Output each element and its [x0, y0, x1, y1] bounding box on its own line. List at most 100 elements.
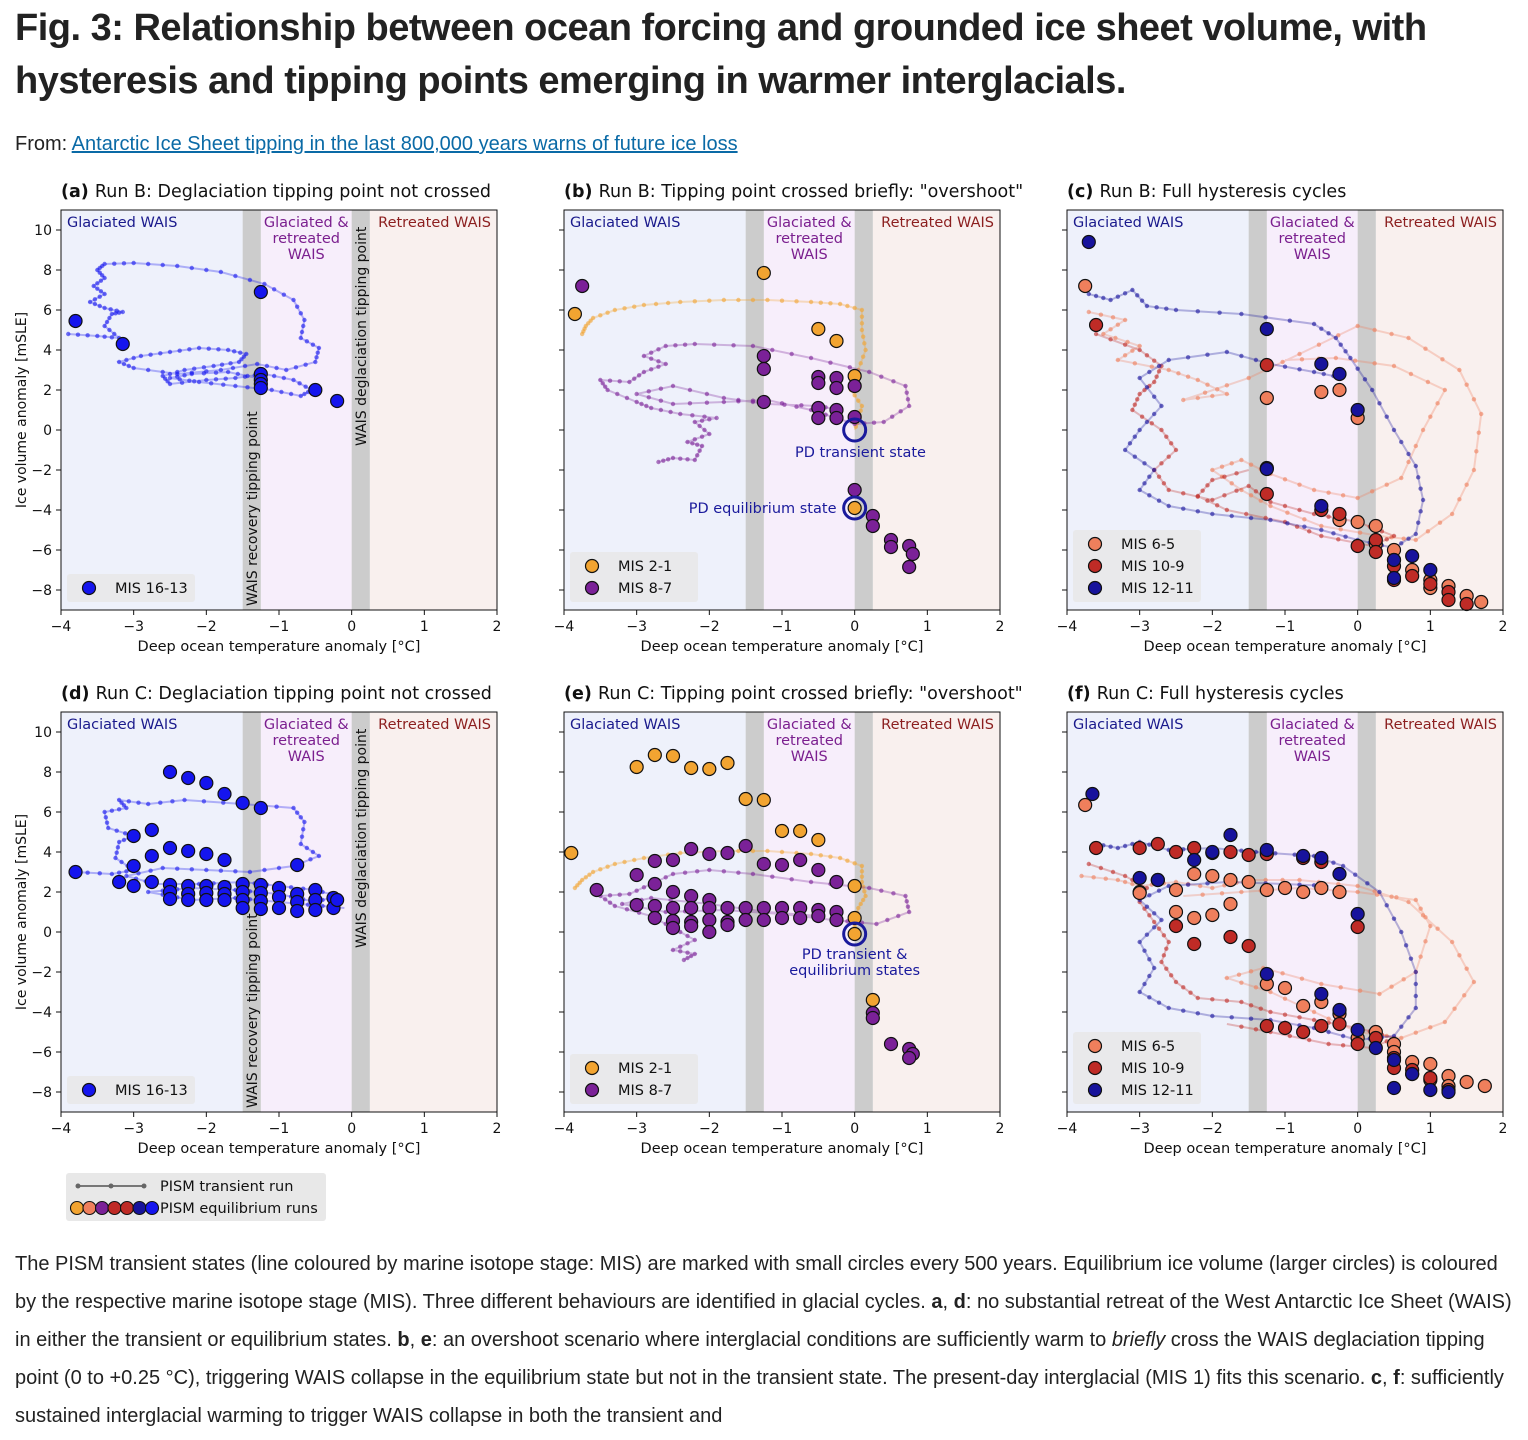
transient-point	[201, 371, 207, 376]
transient-point	[160, 262, 165, 268]
region-label-mixed: Glaciated &	[767, 717, 852, 733]
transient-point	[692, 341, 697, 347]
equilibrium-point	[702, 912, 717, 928]
transient-point	[218, 868, 224, 873]
transient-point	[1168, 441, 1174, 446]
transient-point	[1413, 981, 1419, 987]
transient-point	[262, 867, 267, 873]
legend-equilibrium-marker	[94, 1200, 110, 1216]
transient-point	[612, 903, 618, 909]
transient-point	[1268, 1009, 1273, 1015]
deglaciation-tipping-band	[854, 210, 873, 610]
transient-point	[1115, 294, 1121, 299]
transient-line	[75, 798, 345, 909]
deglaciation-tipping-band	[351, 210, 370, 610]
equilibrium-point	[144, 874, 159, 890]
equilibrium-point	[665, 884, 681, 900]
equilibrium-point	[162, 891, 178, 907]
transient-point	[1355, 883, 1360, 889]
transient-point	[731, 343, 736, 348]
transient-point	[1137, 939, 1142, 945]
transient-point	[828, 360, 833, 365]
transient-point	[189, 371, 194, 377]
transient-point	[1195, 509, 1201, 514]
transient-point	[204, 267, 209, 273]
equilibrium-point	[290, 857, 305, 873]
transient-point	[138, 353, 144, 359]
transient-point	[687, 401, 693, 406]
transient-point	[634, 391, 639, 397]
transient-point	[863, 347, 868, 353]
transient-point	[649, 350, 654, 355]
region-label-glaciated: Glaciated WAIS	[1073, 717, 1183, 733]
transient-point	[1130, 348, 1135, 353]
transient-point	[1239, 889, 1244, 895]
transient-point	[1156, 474, 1162, 479]
equilibrium-point	[1241, 847, 1256, 863]
transient-point	[670, 947, 676, 953]
transient-point	[1471, 979, 1477, 985]
equilibrium-point	[1386, 570, 1402, 586]
region-label-mixed: Glaciated &	[264, 215, 349, 231]
equilibrium-point	[684, 760, 699, 776]
transient-point	[1248, 1016, 1254, 1021]
transient-point	[668, 409, 673, 415]
transient-point	[688, 953, 694, 959]
transient-point	[1115, 845, 1121, 851]
equilibrium-point	[720, 917, 735, 933]
transient-point	[641, 369, 647, 375]
transient-point	[114, 850, 119, 855]
transient-point	[116, 870, 122, 875]
transient-point	[736, 397, 741, 403]
transient-point	[1340, 1043, 1346, 1048]
source-article-link[interactable]: Antarctic Ice Sheet tipping in the last …	[71, 133, 738, 155]
transient-point	[678, 949, 683, 954]
transient-point	[1413, 1030, 1419, 1035]
transient-point	[707, 298, 712, 303]
caption-bold-f: f	[1393, 1367, 1400, 1389]
equilibrium-point	[738, 791, 753, 807]
equilibrium-point	[1259, 461, 1274, 477]
x-tick-label: 1	[1426, 1121, 1435, 1137]
transient-point	[692, 457, 697, 463]
transient-point	[175, 866, 180, 871]
transient-point	[247, 869, 253, 875]
transient-point	[1147, 913, 1152, 918]
transient-point	[1166, 1005, 1171, 1011]
transient-point	[1297, 877, 1302, 883]
equilibrium-point	[702, 846, 717, 862]
transient-point	[1132, 361, 1138, 366]
transient-point	[1122, 353, 1128, 358]
transient-point	[109, 311, 115, 317]
transient-point	[1195, 1011, 1201, 1016]
transient-point	[1355, 366, 1360, 371]
transient-point	[656, 364, 661, 369]
panel-letter: (e)	[564, 684, 598, 704]
transient-point	[1316, 342, 1322, 347]
transient-point	[673, 343, 678, 348]
transient-point	[233, 375, 238, 381]
transient-point	[1416, 520, 1421, 525]
equilibrium-point	[1332, 884, 1347, 900]
legend-label: MIS 10-9	[1121, 559, 1185, 575]
transient-point	[1423, 915, 1428, 920]
transient-point	[699, 418, 705, 423]
transient-point	[1188, 990, 1193, 995]
region-glaciated-bg	[61, 712, 243, 1112]
equilibrium-point	[1405, 1066, 1420, 1082]
transient-point	[131, 260, 136, 266]
transient-point	[1425, 529, 1431, 534]
equilibrium-point	[1423, 562, 1438, 578]
transient-point	[789, 877, 794, 882]
transient-point	[281, 292, 287, 297]
transient-point	[678, 944, 683, 949]
transient-point	[1205, 352, 1210, 357]
transient-point	[1135, 293, 1140, 298]
transient-point	[1268, 517, 1273, 523]
transient-point	[1253, 1027, 1259, 1032]
transient-point	[619, 901, 625, 907]
transient-point	[146, 889, 151, 895]
transient-point	[95, 286, 100, 291]
transient-point	[627, 379, 632, 385]
transient-point	[219, 362, 225, 367]
